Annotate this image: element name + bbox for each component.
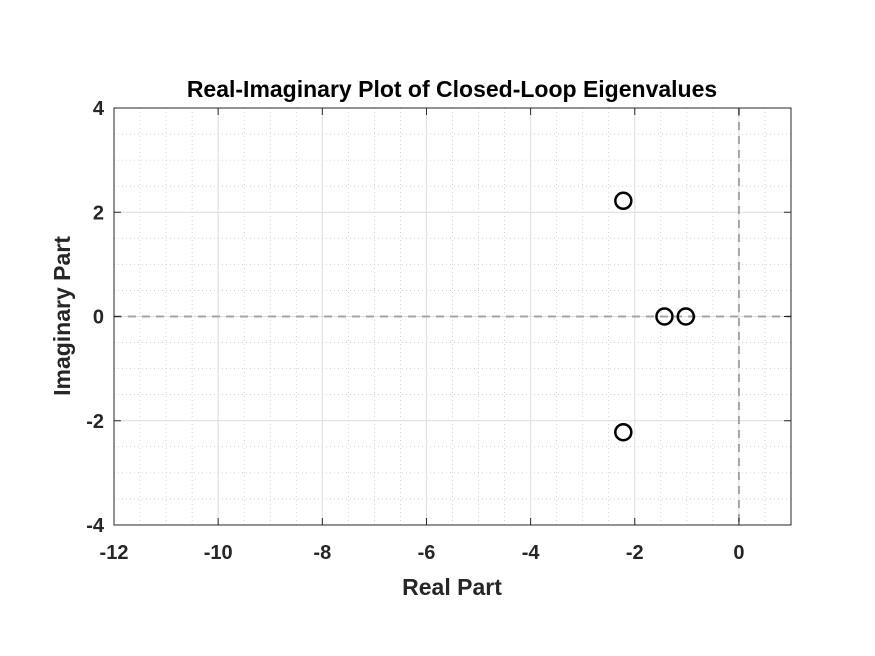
y-tick-label: -4: [86, 515, 105, 537]
eigenvalue-marker: [655, 307, 674, 326]
y-tick-labels: -4 -2 0 2 4: [86, 98, 105, 537]
tick-marks: [113, 107, 791, 526]
y-tick-label: 4: [93, 98, 105, 120]
x-tick-label: -10: [204, 542, 233, 564]
x-axis-title: Real Part: [402, 574, 502, 600]
x-tick-label: 0: [733, 542, 744, 564]
eigenvalue-markers: [614, 191, 696, 442]
eigenvalue-marker: [614, 422, 633, 442]
x-tick-label: -12: [100, 542, 129, 564]
y-axis-title: Imaginary Part: [49, 236, 75, 396]
x-tick-labels: -12 -10 -8 -6 -4 -2 0: [100, 542, 745, 564]
eigenvalue-marker: [614, 191, 633, 211]
x-tick-label: -6: [418, 542, 436, 564]
x-tick-label: -8: [313, 542, 331, 564]
chart-title: Real-Imaginary Plot of Closed-Loop Eigen…: [187, 76, 717, 102]
y-tick-label: -2: [86, 411, 104, 433]
y-tick-label: 2: [93, 202, 104, 224]
y-tick-label: 0: [93, 307, 104, 329]
x-tick-label: -4: [522, 542, 541, 564]
x-tick-label: -2: [626, 542, 644, 564]
eigenvalue-marker: [676, 307, 696, 326]
